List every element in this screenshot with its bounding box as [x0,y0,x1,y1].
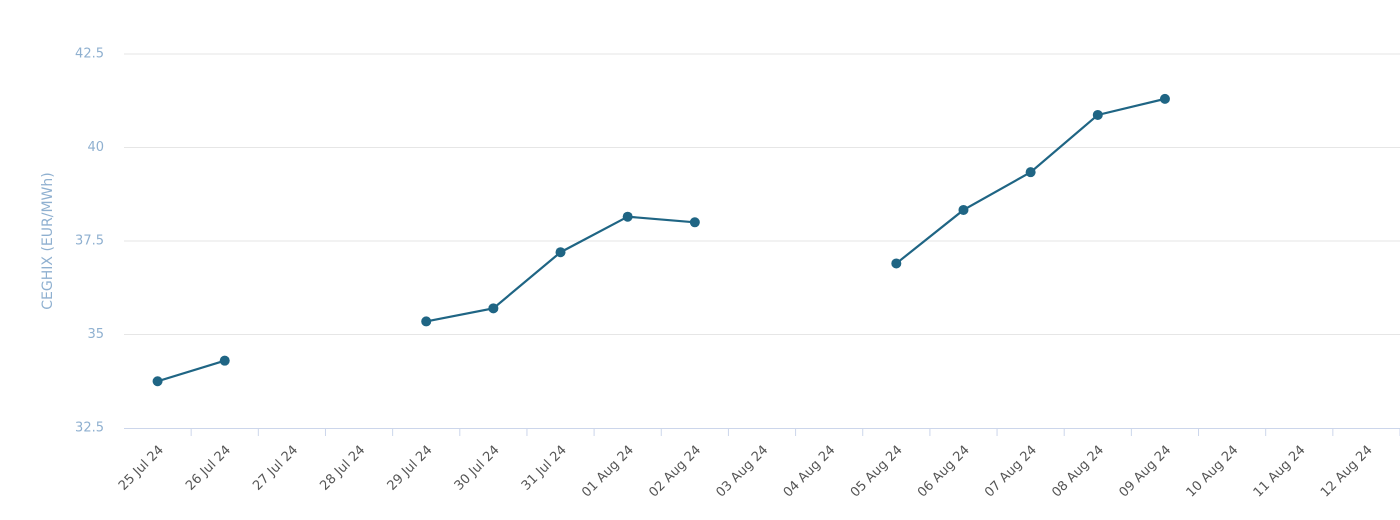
x-tick-label: 30 Jul 24 [452,443,503,494]
x-tick-label: 05 Aug 24 [848,443,906,501]
point [152,376,163,387]
x-tick-label: 29 Jul 24 [385,443,436,494]
point [421,316,432,327]
point [219,355,230,366]
point [622,211,633,222]
point [1092,109,1103,120]
x-tick-label: 28 Jul 24 [317,443,368,494]
x-tick-label: 04 Aug 24 [781,443,839,501]
point [555,247,566,258]
x-tick-label: 08 Aug 24 [1049,443,1107,501]
line [157,97,1166,383]
point [891,258,902,269]
point [488,303,499,314]
y-tick-label: 42.5 [75,47,104,62]
x-tick-label: 11 Aug 24 [1251,443,1309,501]
point [689,217,700,228]
x-tick-label: 09 Aug 24 [1116,443,1174,501]
x-tick-label: 02 Aug 24 [646,443,704,501]
x-tick-label: 01 Aug 24 [579,443,637,501]
x-tick-label: 10 Aug 24 [1184,443,1242,501]
y-tick-label: 35 [87,327,104,342]
y-tick-label: 37.5 [75,234,104,249]
point [958,204,969,215]
x-tick-label: 12 Aug 24 [1318,443,1376,501]
x-tick-label: 03 Aug 24 [714,443,772,501]
x-tick-label: 31 Jul 24 [519,443,570,494]
y-tick-label: 40 [87,140,104,155]
y-tick-label: 32.5 [75,421,104,436]
x-tick-label: 27 Jul 24 [250,443,301,494]
y-axis-title: CEGHIX (EUR/MWh) [40,172,56,309]
point [1025,167,1036,178]
x-tick-label: 25 Jul 24 [116,443,167,494]
x-tick-label: 06 Aug 24 [915,443,973,501]
point [1159,93,1170,104]
x-tick-label: 26 Jul 24 [183,443,234,494]
x-tick-label: 07 Aug 24 [982,443,1040,501]
